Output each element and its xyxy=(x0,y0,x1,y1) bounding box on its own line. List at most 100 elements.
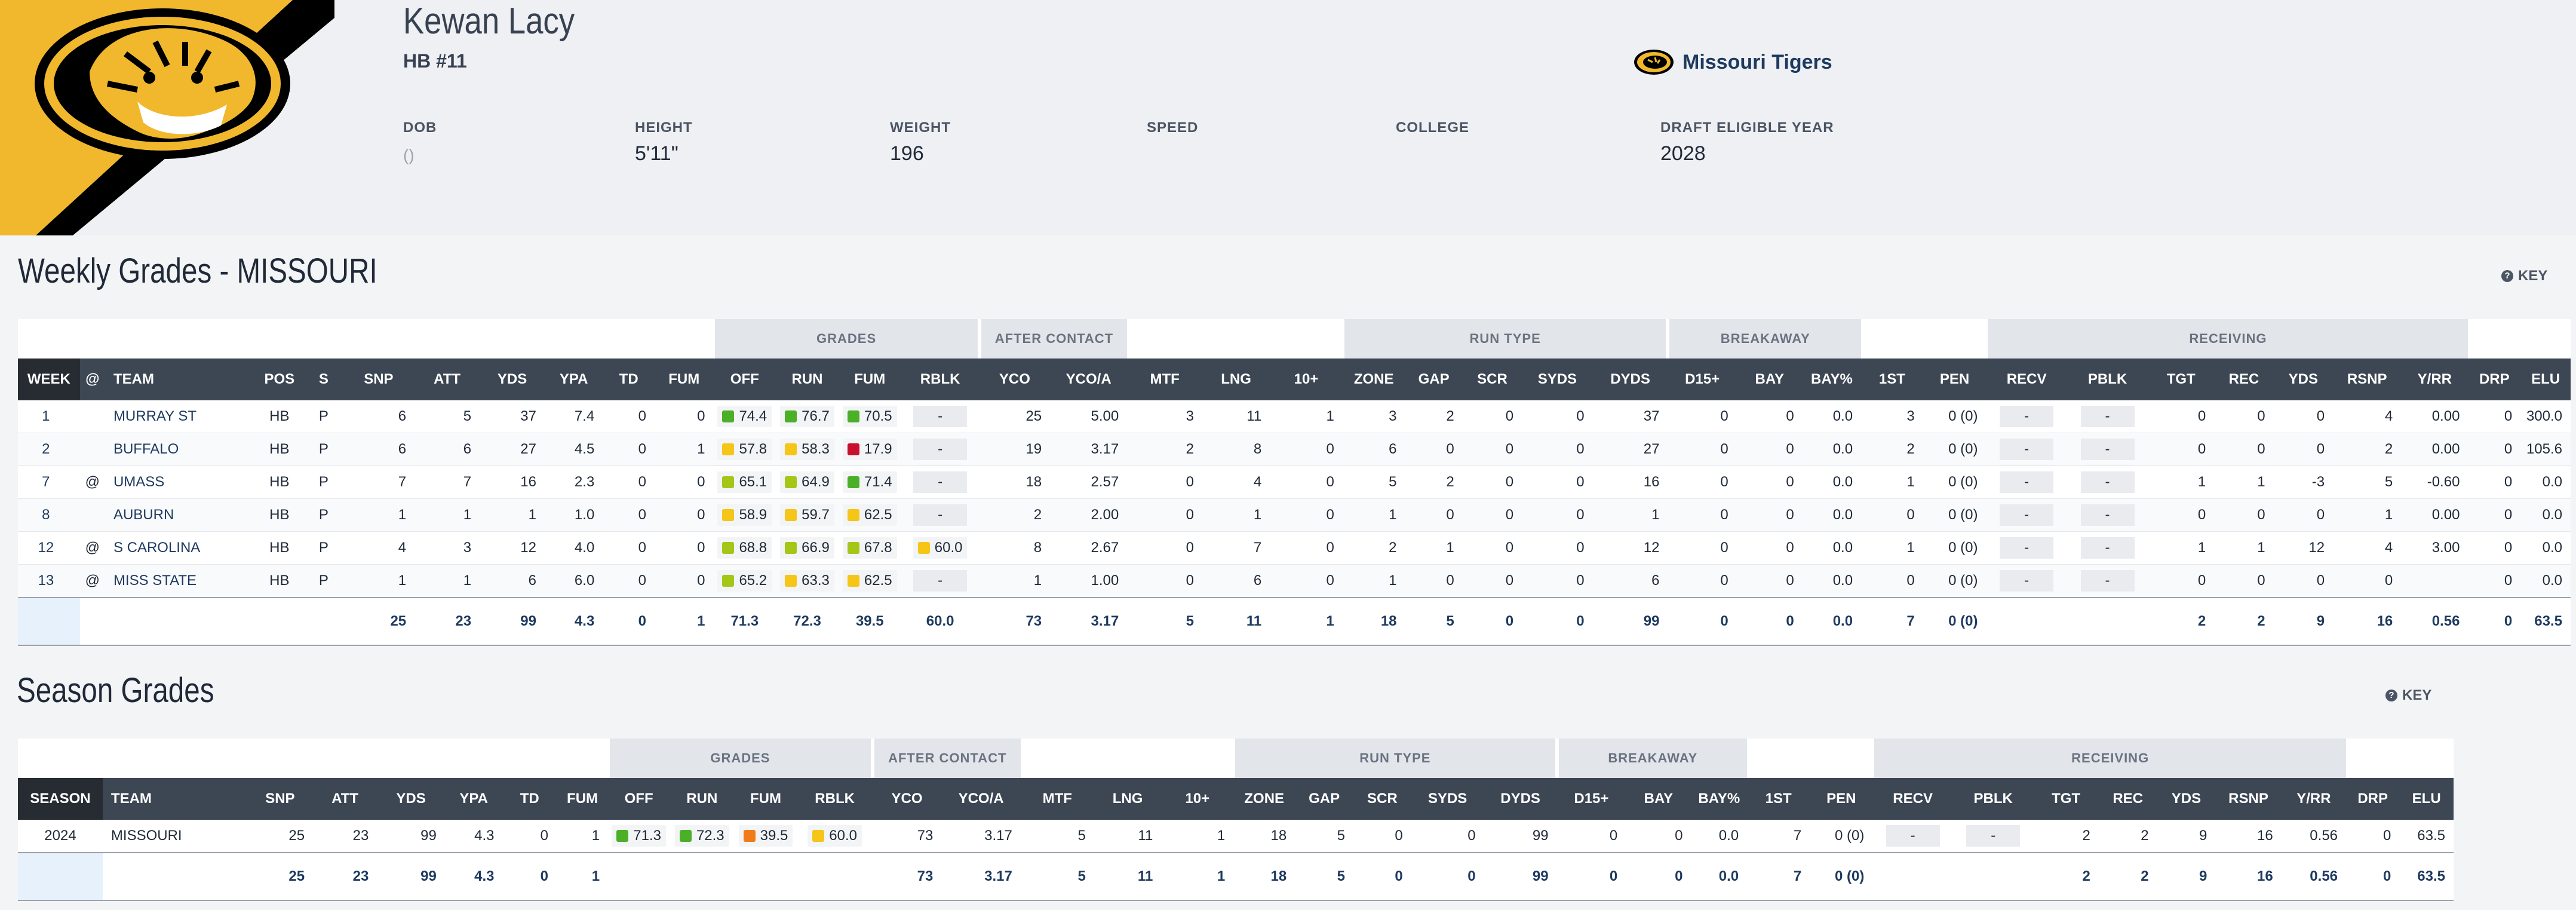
column-header-fum[interactable]: FUM xyxy=(734,778,797,820)
column-header-zone[interactable]: ZONE xyxy=(1233,778,1295,820)
column-header-yco[interactable]: YCO xyxy=(979,359,1051,400)
column-header-td[interactable]: TD xyxy=(502,778,557,820)
column-header-team[interactable]: TEAM xyxy=(105,359,254,400)
column-header-tgt[interactable]: TGT xyxy=(2033,778,2099,820)
column-header-mtf[interactable]: MTF xyxy=(1020,778,1094,820)
column-header-1st[interactable]: 1ST xyxy=(1747,778,1810,820)
column-header-rec[interactable]: REC xyxy=(2214,359,2274,400)
column-header-snp[interactable]: SNP xyxy=(247,778,314,820)
column-header-ypa[interactable]: YPA xyxy=(545,359,603,400)
pen-cell: 0 (0) xyxy=(1923,465,1987,499)
ycoa-cell: 2.57 xyxy=(1050,465,1128,499)
column-header-team[interactable]: TEAM xyxy=(102,778,247,820)
weekly-key-button[interactable]: ? KEY xyxy=(2501,268,2547,284)
column-header-pblk[interactable]: PBLK xyxy=(2067,359,2148,400)
opponent-link[interactable]: AUBURN xyxy=(105,498,254,532)
column-header-mtf[interactable]: MTF xyxy=(1127,359,1203,400)
column-header-rsnp[interactable]: RSNP xyxy=(2333,359,2402,400)
table-row[interactable]: 13 @ MISS STATE HB P 1 1 6 6.0 0 0 65.2 63.3 62.5-1 1.… xyxy=(18,564,2571,598)
column-header-ypa[interactable]: YPA xyxy=(444,778,503,820)
column-header-yco-a[interactable]: YCO/A xyxy=(1050,359,1128,400)
column-header-yds[interactable]: YDS xyxy=(377,778,445,820)
column-header-bay-[interactable]: BAY% xyxy=(1802,359,1862,400)
week-cell[interactable]: 8 xyxy=(18,498,80,532)
column-header-fum[interactable]: FUM xyxy=(556,778,609,820)
column-header-s[interactable]: S xyxy=(305,359,343,400)
week-cell[interactable]: 13 xyxy=(18,564,80,598)
column-header-snp[interactable]: SNP xyxy=(342,359,415,400)
column-header-d15-[interactable]: D15+ xyxy=(1668,359,1737,400)
column-header-recv[interactable]: RECV xyxy=(1986,359,2067,400)
column-header-y-rr[interactable]: Y/RR xyxy=(2401,359,2468,400)
table-row[interactable]: 2 BUFFALO HB P 6 6 27 4.5 0 1 57.8 58.3 17.9-19 3.17 2… xyxy=(18,433,2571,466)
table-row[interactable]: 12 @ S CAROLINA HB P 4 3 12 4.0 0 0 68.8 66.9 67.8 60.… xyxy=(18,531,2571,565)
table-row[interactable]: 8 AUBURN HB P 1 1 1 1.0 0 0 58.9 59.7 62.5-2 2.00 0 1 0 1… xyxy=(18,498,2571,532)
column-header-scr[interactable]: SCR xyxy=(1353,778,1411,820)
column-header-season[interactable]: SEASON xyxy=(18,778,103,820)
column-header-lng[interactable]: LNG xyxy=(1202,359,1270,400)
column-header-rec[interactable]: REC xyxy=(2098,778,2157,820)
column-header-gap[interactable]: GAP xyxy=(1295,778,1353,820)
table-row[interactable]: 7 @ UMASS HB P 7 7 16 2.3 0 0 65.1 64.9 71.4-18 2.57 0 4… xyxy=(18,465,2571,499)
column-header--[interactable]: @ xyxy=(79,359,105,400)
column-header-week[interactable]: WEEK xyxy=(18,359,80,400)
season-cell[interactable]: 2024 xyxy=(18,820,103,853)
column-header-pblk[interactable]: PBLK xyxy=(1952,778,2034,820)
column-header-scr[interactable]: SCR xyxy=(1462,359,1522,400)
column-header-pen[interactable]: PEN xyxy=(1810,778,1873,820)
column-header-run[interactable]: RUN xyxy=(776,359,839,400)
column-header-d15-[interactable]: D15+ xyxy=(1556,778,1626,820)
week-cell[interactable]: 12 xyxy=(18,531,80,565)
table-row[interactable]: 1 MURRAY ST HB P 6 5 37 7.4 0 0 74.4 76.7 70.5-25 5.0… xyxy=(18,400,2571,433)
column-header-gap[interactable]: GAP xyxy=(1405,359,1463,400)
column-header-run[interactable]: RUN xyxy=(670,778,735,820)
column-header-yds[interactable]: YDS xyxy=(480,359,545,400)
column-header-rblk[interactable]: RBLK xyxy=(797,778,873,820)
column-header-pen[interactable]: PEN xyxy=(1923,359,1987,400)
column-header-rsnp[interactable]: RSNP xyxy=(2215,778,2282,820)
opponent-link[interactable]: S CAROLINA xyxy=(105,531,254,565)
column-header-10-[interactable]: 10+ xyxy=(1270,359,1343,400)
column-header-dyds[interactable]: DYDS xyxy=(1592,359,1668,400)
column-header-bay-[interactable]: BAY% xyxy=(1691,778,1748,820)
opponent-link[interactable]: BUFFALO xyxy=(105,433,254,466)
column-header-1st[interactable]: 1ST xyxy=(1861,359,1923,400)
column-header-pos[interactable]: POS xyxy=(254,359,305,400)
column-header-elu[interactable]: ELU xyxy=(2399,778,2454,820)
column-header-rblk[interactable]: RBLK xyxy=(901,359,980,400)
column-header-yco[interactable]: YCO xyxy=(872,778,942,820)
column-header-bay[interactable]: BAY xyxy=(1736,359,1803,400)
week-cell[interactable]: 1 xyxy=(18,400,80,433)
column-header-lng[interactable]: LNG xyxy=(1094,778,1162,820)
team-link[interactable]: Missouri Tigers xyxy=(1634,49,1832,75)
opponent-link[interactable]: UMASS xyxy=(105,465,254,499)
column-header-yds[interactable]: YDS xyxy=(2157,778,2216,820)
column-header-att[interactable]: ATT xyxy=(415,359,480,400)
season-key-button[interactable]: ? KEY xyxy=(2385,687,2431,704)
column-header-zone[interactable]: ZONE xyxy=(1342,359,1405,400)
column-header-elu[interactable]: ELU xyxy=(2520,359,2571,400)
column-header-tgt[interactable]: TGT xyxy=(2148,359,2215,400)
column-header-td[interactable]: TD xyxy=(603,359,655,400)
column-header-drp[interactable]: DRP xyxy=(2468,359,2521,400)
opponent-link[interactable]: MISS STATE xyxy=(105,564,254,598)
week-cell[interactable]: 2 xyxy=(18,433,80,466)
column-header-y-rr[interactable]: Y/RR xyxy=(2281,778,2347,820)
column-header-bay[interactable]: BAY xyxy=(1626,778,1691,820)
column-header-att[interactable]: ATT xyxy=(313,778,377,820)
column-header-syds[interactable]: SYDS xyxy=(1522,359,1593,400)
column-header-off[interactable]: OFF xyxy=(713,359,776,400)
column-header-syds[interactable]: SYDS xyxy=(1411,778,1484,820)
week-cell[interactable]: 7 xyxy=(18,465,80,499)
column-header-10-[interactable]: 10+ xyxy=(1161,778,1234,820)
column-header-drp[interactable]: DRP xyxy=(2346,778,2400,820)
column-header-off[interactable]: OFF xyxy=(608,778,670,820)
column-header-recv[interactable]: RECV xyxy=(1872,778,1953,820)
column-header-yds[interactable]: YDS xyxy=(2273,359,2334,400)
column-header-fum[interactable]: FUM xyxy=(655,359,714,400)
column-header-dyds[interactable]: DYDS xyxy=(1484,778,1557,820)
column-header-yco-a[interactable]: YCO/A xyxy=(941,778,1021,820)
opponent-link[interactable]: MURRAY ST xyxy=(105,400,254,433)
column-header-fum[interactable]: FUM xyxy=(838,359,901,400)
table-row[interactable]: 2024 MISSOURI 25 23 99 4.3 0 1 71.3 72.3 39.5 60.0 7… xyxy=(18,820,2454,853)
